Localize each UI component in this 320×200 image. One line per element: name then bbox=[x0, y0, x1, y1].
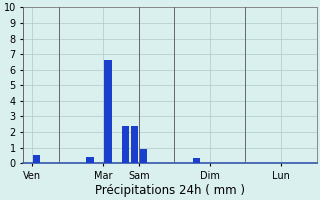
X-axis label: Précipitations 24h ( mm ): Précipitations 24h ( mm ) bbox=[95, 184, 245, 197]
Bar bbox=[131, 126, 138, 163]
Bar bbox=[33, 155, 40, 163]
Bar bbox=[104, 60, 112, 163]
Bar bbox=[193, 158, 200, 163]
Bar bbox=[122, 126, 129, 163]
Bar bbox=[140, 149, 147, 163]
Bar bbox=[86, 157, 94, 163]
